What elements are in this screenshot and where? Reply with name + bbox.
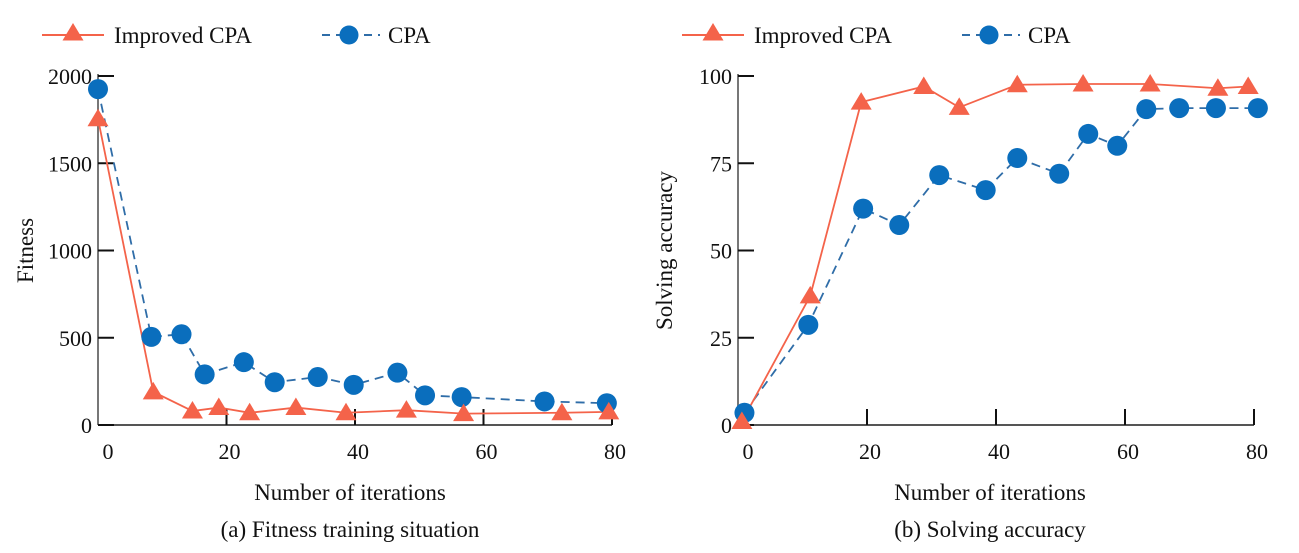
improved-cpa-data-point [1237,76,1259,94]
x-tick-label: 20 [219,439,241,464]
fitness-chart: Improved CPA CPA 0 500 1000 1500 2000 0 20 40 60… [13,23,626,542]
x-tick-label: 60 [476,439,498,464]
y-tick-label: 0 [81,413,92,438]
x-tick-label: 80 [1246,439,1268,464]
improved-cpa-data-point [142,381,164,400]
cpa-data-point [451,387,472,408]
tick-labels: 0 25 50 75 100 0 20 40 60 80 [699,64,1268,464]
improved-cpa-data-point [453,403,475,422]
x-tick-label: 60 [1117,439,1139,464]
cpa-data-point [929,165,950,186]
legend-label-improved-cpa: Improved CPA [114,23,252,48]
improved-cpa-data-point [208,397,230,416]
x-axis-title: Number of iterations [894,480,1086,505]
improved-cpa-data-point [850,92,872,110]
cpa-data-point [1107,135,1128,156]
legend-entry-cpa: CPA [322,23,431,48]
y-tick-label: 2000 [48,64,92,89]
improved-cpa-data-point [335,402,357,421]
y-tick-label: 75 [710,151,732,176]
improved-cpa-data-point [551,402,573,421]
cpa-data-point [233,352,254,373]
improved-cpa-data-point [87,108,109,127]
y-axis-title: Solving accuracy [652,170,677,330]
cpa-data-point [1169,98,1190,119]
legend-circle-icon [339,25,359,45]
cpa-data-point [1007,148,1028,169]
x-tick-label: 0 [103,439,114,464]
tick-labels: 0 500 1000 1500 2000 0 20 40 60 80 [48,64,626,464]
cpa-data-point [889,215,910,236]
improved-cpa-data-point [239,402,261,421]
x-axis-title: Number of iterations [254,480,446,505]
improved-cpa-data-point [395,400,417,418]
legend-triangle-icon [702,23,724,41]
cpa-data-point [88,79,108,100]
improved-cpa-data-point [731,411,753,430]
improved-cpa-data-point [948,97,970,115]
cpa-data-point [853,198,874,219]
series-line-improved-cpa [97,118,609,415]
cpa-data-point [343,374,364,395]
cpa-data-point [387,362,408,383]
legend-label-cpa: CPA [388,23,431,48]
accuracy-chart: Improved CPA CPA 0 25 50 75 100 0 20 40 60 80 Num… [652,23,1268,542]
axes [737,74,1255,426]
x-tick-label: 20 [859,439,881,464]
legend: Improved CPA CPA [682,23,1071,48]
y-tick-label: 1000 [48,239,92,264]
y-tick-label: 50 [710,239,732,264]
cpa-data-point [141,326,162,347]
legend-entry-improved-cpa: Improved CPA [682,23,892,48]
cpa-data-point [534,391,555,412]
figure-caption: (a) Fitness training situation [221,517,480,542]
y-tick-label: 500 [59,326,92,351]
legend-entry-cpa: CPA [962,23,1071,48]
y-tick-label: 100 [699,64,732,89]
plot-area [87,79,620,422]
cpa-data-point [171,324,192,345]
improved-cpa-data-point [799,285,821,304]
cpa-data-point [1136,99,1157,120]
cpa-data-point [415,385,436,406]
y-tick-label: 25 [710,326,732,351]
legend-circle-icon [979,25,999,45]
series-line-improved-cpa [741,83,1249,422]
legend-entry-improved-cpa: Improved CPA [42,23,252,48]
figure-caption: (b) Solving accuracy [894,517,1086,542]
y-axis-title: Fitness [13,218,38,283]
x-tick-label: 40 [347,439,369,464]
cpa-data-point [1205,98,1226,119]
x-tick-label: 80 [604,439,626,464]
cpa-data-point [798,314,819,335]
x-tick-label: 40 [988,439,1010,464]
legend: Improved CPA CPA [42,23,431,48]
improved-cpa-data-point [913,76,935,94]
cpa-data-point [1247,98,1268,119]
legend-label-improved-cpa: Improved CPA [754,23,892,48]
cpa-data-point [307,367,328,388]
legend-triangle-icon [62,23,84,41]
cpa-data-point [264,372,285,393]
cpa-data-point [1078,123,1099,144]
improved-cpa-data-point [598,401,620,420]
y-tick-label: 0 [721,413,732,438]
cpa-data-point [1049,163,1070,184]
improved-cpa-data-point [1207,78,1229,96]
improved-cpa-data-point [1139,74,1161,92]
cpa-data-point [194,364,215,385]
series-line-cpa [743,107,1258,414]
cpa-data-point [975,180,996,201]
improved-cpa-data-point [285,397,307,416]
legend-label-cpa: CPA [1028,23,1071,48]
plot-area [731,74,1268,430]
improved-cpa-data-point [181,401,203,419]
improved-cpa-data-point [1006,74,1028,93]
x-tick-label: 0 [743,439,754,464]
series-line-cpa [97,88,607,405]
axes [97,74,613,426]
y-tick-label: 1500 [48,151,92,176]
improved-cpa-data-point [1072,74,1094,92]
